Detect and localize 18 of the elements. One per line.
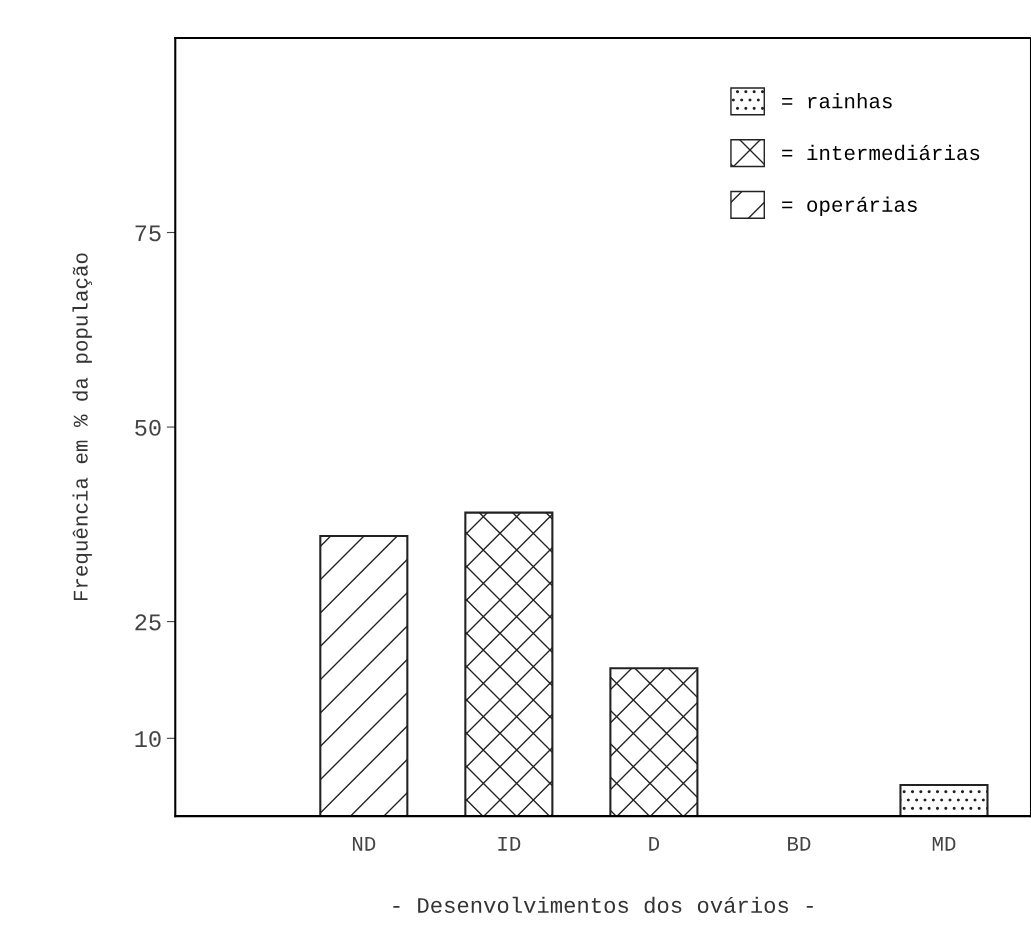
bar <box>609 667 699 817</box>
bar <box>319 534 409 817</box>
x-tick-label: ND <box>352 836 376 851</box>
y-tick-label: 25 <box>135 614 161 631</box>
x-tick-label: BD <box>788 836 811 851</box>
y-tick-label: 50 <box>135 419 161 436</box>
x-tick-label: ID <box>498 836 521 851</box>
bar <box>464 511 554 817</box>
legend-label: = rainhas <box>782 93 892 109</box>
x-tick-label: MD <box>932 836 956 851</box>
legend-label: = operárias <box>782 196 917 217</box>
y-tick-label: 75 <box>135 225 161 242</box>
bar <box>899 783 989 817</box>
legend-label: = intermediárias <box>782 144 980 161</box>
y-axis-title: Frequência em % da população <box>72 253 93 601</box>
x-tick-label: D <box>649 836 660 851</box>
y-tick-label: 10 <box>135 731 161 748</box>
x-axis-title: - Desenvolvimentos dos ovários - <box>393 896 813 914</box>
